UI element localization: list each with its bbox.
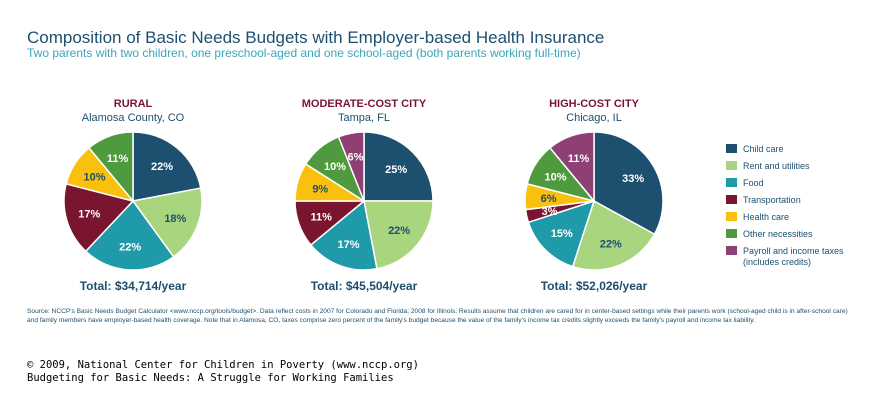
pie-slice-rent-and-utilities <box>571 199 656 271</box>
high-total: Total: $52,026/year <box>540 279 648 293</box>
moderate-pie: 25% 22% 17% 11% 9% 10%6% <box>294 131 434 271</box>
legend-swatch <box>726 212 737 221</box>
moderate-location: Tampa, FL <box>338 112 390 124</box>
legend-label: Payroll and income taxes (includes credi… <box>743 246 844 267</box>
legend-swatch <box>726 195 737 204</box>
pie-label: 33% <box>622 173 644 185</box>
legend-swatch <box>726 229 737 238</box>
high-location: Chicago, IL <box>566 112 622 124</box>
legend-label: Child care <box>743 144 784 154</box>
source-note: Source: NCCP's Basic Needs Budget Calcul… <box>27 308 848 324</box>
pie-label: 15% <box>551 228 573 240</box>
pie-label: 17% <box>78 209 100 221</box>
legend-swatch <box>726 161 737 170</box>
high-title: HIGH-COST CITY <box>549 98 639 110</box>
legend-label: Health care <box>743 212 790 222</box>
pie-slice-transportation <box>63 182 135 253</box>
pie-slice-other-necessities <box>87 131 134 204</box>
pie-slice-payroll-and-income-taxes <box>337 131 365 202</box>
rural-pie: 22% 18% 22% 17% 10%11% <box>63 131 203 271</box>
rural-title: RURAL <box>113 98 153 110</box>
moderate-total: Total: $45,504/year <box>310 279 418 293</box>
legend-label: Transportation <box>743 195 801 205</box>
pie-label: 10% <box>84 172 106 184</box>
rural-total: Total: $34,714/year <box>79 279 187 293</box>
pie-label: 11% <box>568 153 590 165</box>
pie-label: 18% <box>164 213 186 225</box>
pie-label: 9% <box>312 183 328 195</box>
legend-swatch <box>726 246 737 255</box>
pie-slice-food <box>84 199 175 271</box>
pie-label: 3% <box>542 206 558 218</box>
high-pie: 33% 22% 15% 3%6% 10%11% <box>524 131 664 271</box>
pie-slice-child-care <box>363 131 434 202</box>
pie-label: 10% <box>324 161 346 173</box>
legend-label: Rent and utilities <box>743 161 810 171</box>
pie-slice-payroll-and-income-taxes <box>548 131 595 204</box>
rural-location: Alamosa County, CO <box>81 112 185 124</box>
chart-title: Composition of Basic Needs Budgets with … <box>27 28 605 47</box>
pie-label: 6% <box>348 151 364 163</box>
pie-label: 6% <box>541 193 557 205</box>
rural-header: RURAL Alamosa County, CO <box>43 98 223 124</box>
pie-slice-rent-and-utilities <box>131 187 203 258</box>
legend-swatch <box>726 178 737 187</box>
pie-label: 22% <box>600 238 622 250</box>
moderate-header: MODERATE-COST CITY Tampa, FL <box>274 98 454 124</box>
publication-line: Budgeting for Basic Needs: A Struggle fo… <box>27 372 394 384</box>
pie-label: 22% <box>119 241 141 253</box>
legend-label: Other necessities <box>743 229 813 239</box>
pie-slice-rent-and-utilities <box>363 200 434 270</box>
copyright-line: © 2009, National Center for Children in … <box>27 359 419 371</box>
high-header: HIGH-COST CITY Chicago, IL <box>504 98 684 124</box>
pie-label: 11% <box>310 211 332 223</box>
pie-slice-child-care <box>593 131 664 236</box>
pie-slice-child-care <box>132 131 202 202</box>
moderate-title: MODERATE-COST CITY <box>301 98 427 110</box>
legend-label: Food <box>743 178 764 188</box>
pie-label: 11% <box>107 153 129 165</box>
legend-swatch <box>726 144 737 153</box>
pie-label: 22% <box>388 225 410 237</box>
pie-slice-food <box>309 199 378 271</box>
pie-label: 10% <box>545 172 567 184</box>
pie-label: 17% <box>338 239 360 251</box>
copyright: © 2009, National Center for Children in … <box>27 359 419 385</box>
chart-subtitle: Two parents with two children, one presc… <box>27 46 581 60</box>
pie-label: 22% <box>151 161 173 173</box>
pie-label: 25% <box>385 164 407 176</box>
